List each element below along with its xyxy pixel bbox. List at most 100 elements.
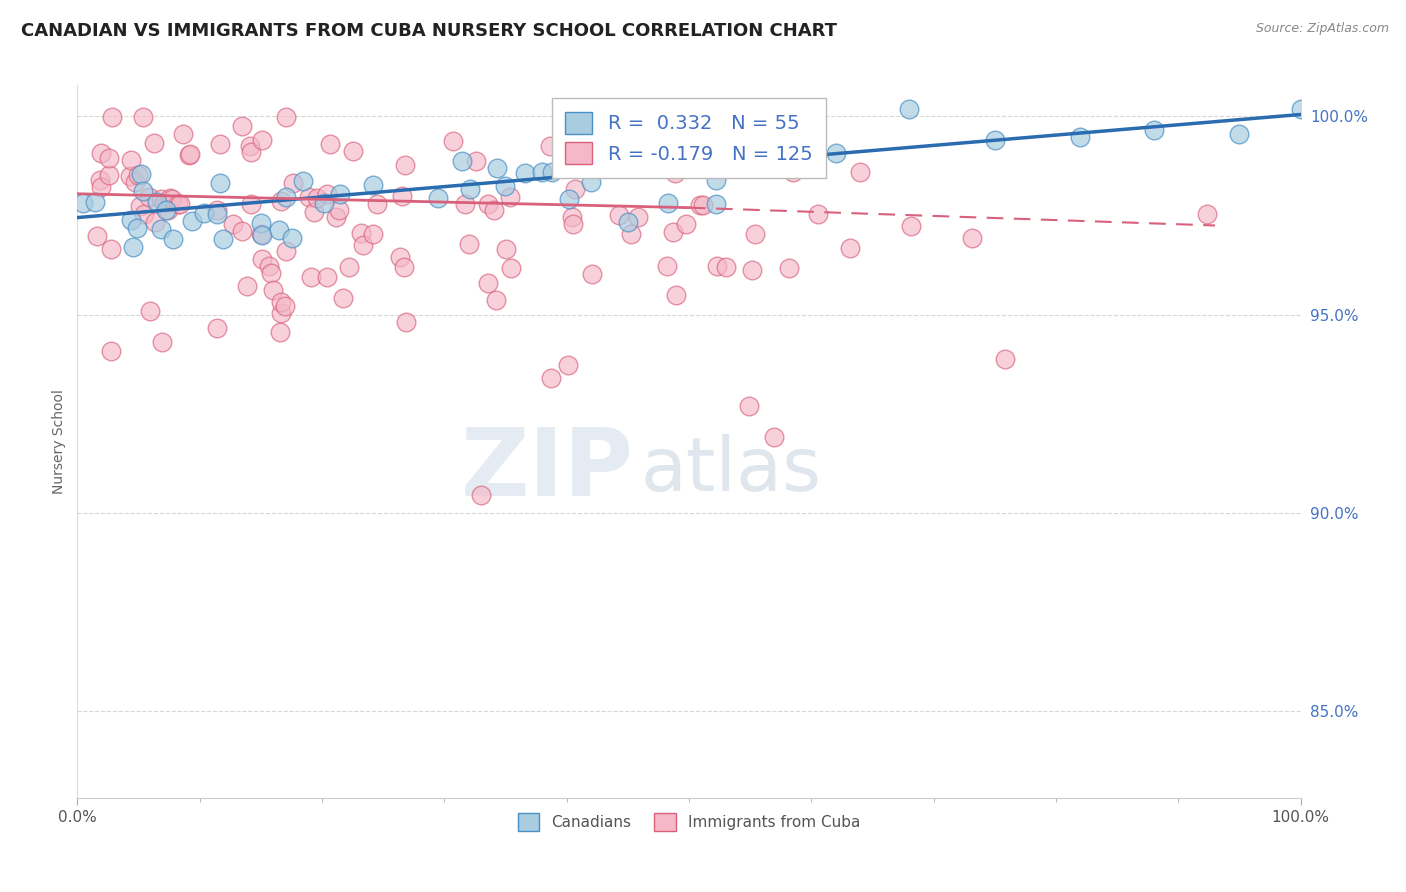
Point [100, 242, 122, 256]
Point [426, 190, 449, 204]
Point [120, 169, 142, 184]
Point [179, 147, 201, 161]
Point [262, 284, 284, 298]
Point [120, 212, 142, 227]
Point [281, 176, 304, 190]
Point [558, 192, 581, 206]
Point [655, 259, 678, 273]
Text: Source: ZipAtlas.com: Source: ZipAtlas.com [1256, 22, 1389, 36]
Point [328, 202, 350, 217]
Y-axis label: Nursery School: Nursery School [52, 389, 66, 494]
Point [155, 202, 177, 217]
Point [482, 203, 505, 218]
Point [205, 321, 228, 335]
Point [325, 210, 347, 224]
Point [83, 195, 105, 210]
Point [581, 268, 603, 282]
Point [458, 237, 481, 252]
Point [269, 223, 291, 237]
Point [541, 164, 564, 178]
Point [315, 269, 337, 284]
Point [470, 488, 492, 502]
Point [209, 136, 232, 151]
Point [177, 147, 200, 161]
Point [605, 150, 627, 164]
Point [162, 232, 184, 246]
Point [688, 114, 710, 128]
Point [458, 182, 481, 196]
Point [169, 197, 191, 211]
Point [207, 203, 229, 218]
Point [152, 195, 174, 210]
Point [361, 178, 384, 192]
Point [392, 260, 415, 274]
Point [292, 173, 315, 187]
Point [984, 133, 1007, 147]
Point [762, 429, 785, 443]
Point [778, 260, 800, 275]
Point [391, 189, 413, 203]
Point [1195, 207, 1218, 221]
Point [353, 238, 375, 252]
Point [274, 110, 297, 124]
Point [316, 187, 339, 202]
Point [250, 216, 273, 230]
Point [222, 217, 245, 231]
Text: atlas: atlas [640, 434, 821, 507]
Point [495, 179, 517, 194]
Point [960, 231, 983, 245]
Point [281, 230, 304, 244]
Point [129, 167, 152, 181]
Point [249, 227, 271, 242]
Point [513, 166, 536, 180]
Point [122, 239, 145, 253]
Point [657, 195, 679, 210]
Point [807, 207, 830, 221]
Point [627, 211, 650, 225]
Point [1289, 102, 1312, 116]
Point [538, 138, 561, 153]
Point [273, 299, 295, 313]
Point [181, 214, 204, 228]
Point [90, 145, 112, 160]
Point [900, 219, 922, 234]
Point [142, 136, 165, 150]
Point [485, 293, 508, 308]
Point [98, 151, 121, 165]
Point [501, 260, 523, 275]
Point [451, 153, 474, 168]
Point [561, 217, 583, 231]
Legend: Canadians, Immigrants from Cuba: Canadians, Immigrants from Cuba [512, 807, 866, 837]
Point [193, 205, 215, 219]
Point [250, 252, 273, 266]
Point [212, 232, 235, 246]
Point [250, 227, 273, 242]
Point [769, 148, 792, 162]
Point [824, 145, 846, 160]
Point [704, 197, 727, 211]
Point [531, 165, 554, 179]
Point [689, 197, 711, 211]
Point [269, 325, 291, 339]
Point [100, 344, 122, 359]
Point [129, 199, 152, 213]
Point [138, 190, 160, 204]
Point [389, 250, 412, 264]
Point [149, 221, 172, 235]
Point [139, 304, 162, 318]
Point [664, 166, 686, 180]
Point [1143, 122, 1166, 136]
Point [231, 119, 253, 133]
Point [260, 266, 283, 280]
Point [146, 194, 169, 209]
Point [540, 370, 562, 384]
Point [994, 352, 1017, 367]
Point [86, 228, 108, 243]
Point [755, 153, 778, 168]
Point [132, 184, 155, 198]
Point [166, 196, 188, 211]
Point [208, 176, 231, 190]
Point [495, 242, 517, 256]
Point [121, 153, 143, 167]
Point [557, 358, 579, 372]
